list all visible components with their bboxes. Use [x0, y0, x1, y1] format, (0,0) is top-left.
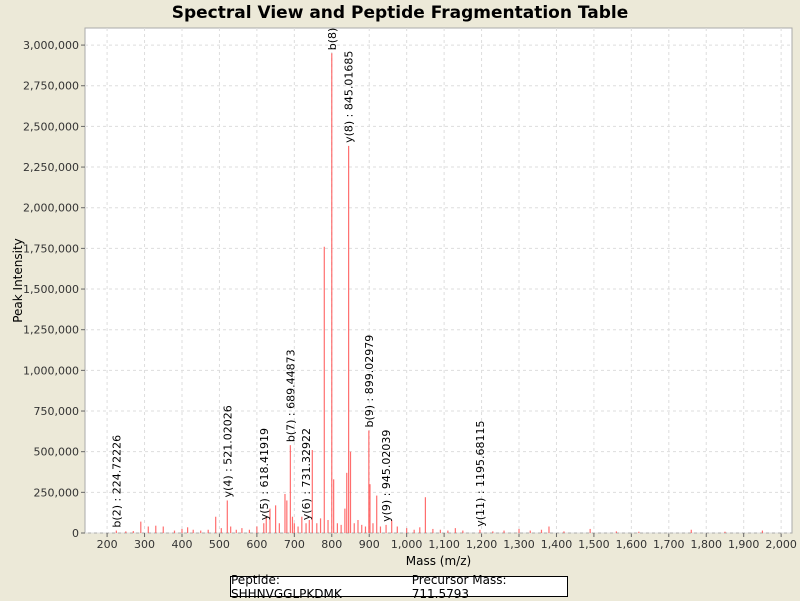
plot-area	[84, 27, 793, 534]
x-tick-label: 900	[359, 538, 380, 551]
peak-annotation: y(11) : 1195.68115	[474, 420, 487, 526]
peak-annotation: y(5) : 618.41919	[258, 428, 271, 520]
y-tick-label: 500,000	[34, 446, 80, 459]
x-tick-label: 1,100	[428, 538, 460, 551]
legend-peptide: Peptide: SHHNVGGLPKDMK	[231, 572, 342, 601]
peak-annotation: b(7) : 689.44873	[284, 349, 297, 442]
x-tick-label: 300	[134, 538, 155, 551]
x-tick-label: 1,900	[728, 538, 760, 551]
x-tick-label: 1,000	[391, 538, 423, 551]
peak-annotation: b(9) : 899.02979	[363, 335, 376, 428]
y-tick-label: 3,000,000	[23, 39, 79, 52]
x-tick-label: 1,500	[578, 538, 610, 551]
peak-annotation: y(6) : 731.32922	[300, 428, 313, 520]
y-tick-label: 750,000	[34, 405, 80, 418]
y-tick-label: 2,500,000	[23, 120, 79, 133]
x-tick-label: 800	[321, 538, 342, 551]
x-tick-label: 1,200	[466, 538, 498, 551]
x-tick-label: 1,700	[653, 538, 685, 551]
x-tick-label: 400	[171, 538, 192, 551]
peak-annotation: b(8)	[326, 28, 339, 51]
x-tick-label: 1,600	[616, 538, 648, 551]
y-tick-label: 1,750,000	[23, 242, 79, 255]
x-tick-label: 1,400	[541, 538, 573, 551]
legend-precursor: Precursor Mass: 711.5793	[411, 572, 507, 601]
peak-annotation: y(9) : 945.02039	[380, 430, 393, 522]
x-tick-label: 700	[284, 538, 305, 551]
legend: Peptide: SHHNVGGLPKDMK Precursor Mass: 7…	[230, 573, 568, 601]
chart-title: Spectral View and Peptide Fragmentation …	[171, 3, 629, 23]
y-tick-label: 0	[72, 527, 79, 540]
x-tick-label: 600	[246, 538, 267, 551]
y-tick-label: 250,000	[34, 486, 80, 499]
y-tick-label: 2,000,000	[23, 202, 79, 215]
y-axis-label: Peak Intensity	[11, 238, 25, 323]
x-tick-label: 2,000	[765, 538, 797, 551]
peak-annotation: y(4) : 521.02026	[221, 405, 234, 497]
x-tick-label: 1,800	[690, 538, 722, 551]
y-tick-label: 1,000,000	[23, 364, 79, 377]
y-tick-label: 1,250,000	[23, 324, 79, 337]
peak-annotation: y(8) : 845.01685	[343, 51, 356, 143]
x-tick-label: 1,300	[503, 538, 535, 551]
y-tick-label: 2,750,000	[23, 80, 79, 93]
y-tick-label: 1,500,000	[23, 283, 79, 296]
y-tick-label: 2,250,000	[23, 161, 79, 174]
peak-annotation: b(2) : 224.72226	[110, 435, 123, 528]
x-tick-label: 500	[209, 538, 230, 551]
x-axis-label: Mass (m/z)	[406, 554, 471, 568]
x-tick-label: 200	[97, 538, 118, 551]
